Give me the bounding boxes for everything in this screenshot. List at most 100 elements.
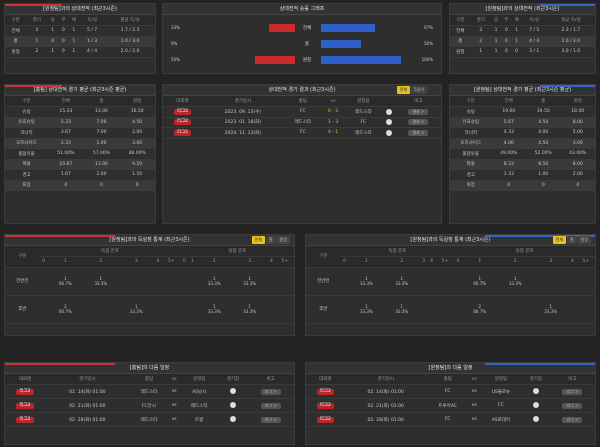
row-label: 홈: [304, 42, 310, 47]
table-cell: 유효슈팅: [5, 117, 48, 128]
table-cell: 1: [47, 46, 58, 58]
table-cell: 2.00: [560, 169, 595, 181]
distribution-cell: 2 66.7%: [462, 295, 498, 324]
group-header: 실점 분포: [454, 246, 595, 257]
league-button[interactable]: 리그 >: [562, 402, 583, 409]
tab-option[interactable]: 원정: [577, 236, 591, 244]
panel-title: [홈팀] 상대전적 경기 평균 (최근3시즌 평균): [5, 85, 155, 96]
goal-count-header: 2: [83, 256, 119, 268]
table-cell: 5.00: [560, 127, 595, 139]
league-button[interactable]: 리그 >: [260, 416, 281, 423]
goal-count-header: 3: [118, 256, 154, 268]
table-cell: 52.00%: [526, 148, 561, 160]
score-cell: 1 - 3: [321, 117, 345, 128]
away-team: FC: [479, 398, 522, 413]
tab-option[interactable]: 전체: [552, 236, 566, 244]
home-team: FC안시: [129, 398, 169, 413]
table-cell: 8.00: [560, 159, 595, 170]
table-cell: 1.00: [526, 169, 561, 181]
table-cell: 전체: [5, 25, 27, 37]
league-button[interactable]: 리그 >: [260, 388, 281, 395]
goal-count-header: 5+: [161, 256, 181, 268]
table-cell: 2.00: [119, 127, 155, 139]
table-cell: 1.33: [491, 169, 527, 181]
distribution-cell: [161, 267, 181, 296]
result-button[interactable]: 결과 >: [408, 108, 429, 115]
header-row: 구분 경기 승 무 패 득/실 평균 득/실: [450, 15, 595, 26]
tab-option[interactable]: 원정: [276, 236, 290, 244]
distribution-cell: 1 33.3%: [384, 267, 420, 296]
vs-cell: vs: [468, 384, 480, 399]
table-cell: 0: [47, 36, 58, 47]
table-cell: 4.00: [491, 138, 527, 149]
stadium-cell: [218, 384, 248, 399]
tab-five[interactable]: 5경기: [411, 86, 427, 94]
header-row: 구분 경기 승 무 패 득/실 평균 득/실: [5, 15, 155, 26]
column-header: 무: [57, 15, 69, 26]
table-cell: 0: [57, 25, 69, 37]
result-button[interactable]: 결과 >: [408, 119, 429, 126]
table-cell: 0: [501, 46, 512, 58]
distribution-cell: [153, 267, 162, 296]
table-cell: 0: [511, 46, 522, 58]
distribution-cell: 1 66.7%: [47, 267, 84, 296]
home-team: 트루아AC: [426, 398, 469, 413]
league-badge: 리그2: [173, 108, 191, 115]
stadium-cell: [218, 412, 248, 427]
date-cell: 02. 21(화) 01:00: [44, 398, 130, 413]
column-header: 원정팀: [179, 374, 219, 385]
table-cell: 1.7 / 2.3: [105, 25, 155, 37]
goal-count-header: 3: [532, 256, 569, 268]
distribution-cell: 1 33.3%: [83, 267, 119, 296]
table-cell: 0: [526, 180, 561, 191]
tab-option[interactable]: 홈: [566, 236, 577, 244]
action-cell: 결과 >: [395, 127, 441, 139]
table-cell: 15.33: [48, 106, 84, 118]
ball-icon: [385, 129, 392, 136]
ball-icon: [229, 416, 236, 423]
tab-all[interactable]: 전체: [396, 86, 411, 94]
table-row: 파울 8.33 8.50 8.00: [450, 159, 595, 170]
action-cell: 리그 >: [247, 412, 294, 427]
table-cell: 13.00: [83, 159, 120, 170]
column-header: 홈팀: [284, 96, 322, 107]
goal-count-header: 5+: [435, 256, 455, 268]
ball-icon: [229, 388, 236, 395]
goal-count-header: 4: [153, 256, 162, 268]
distribution-cell: [497, 295, 533, 324]
league-button[interactable]: 리그 >: [562, 416, 583, 423]
table-cell: 파울: [5, 159, 48, 170]
distribution-cell: 1 33.3%: [384, 295, 420, 324]
away-winrate-bar: [321, 40, 361, 48]
tab-option[interactable]: 전체: [251, 236, 265, 244]
column-header: 패: [511, 15, 522, 26]
column-header: vs: [168, 374, 180, 385]
tab-option[interactable]: 홈: [265, 236, 276, 244]
score-cell: 4 - 1: [321, 127, 345, 139]
recent-results-panel: 상대전적 경기 결과 (최근3시즌) 전체 5경기 대회명 경기일시 홈팀 vs 원정팀 비…: [162, 84, 442, 224]
column-header: 대회명: [163, 96, 202, 107]
distribution-cell: 1 33.3%: [348, 267, 385, 296]
distribution-cell: [454, 267, 463, 296]
table-cell: 3.00: [119, 138, 155, 149]
league-cell: 리그2: [163, 127, 202, 139]
row-label: 전체: [302, 26, 312, 31]
stadium-cell: [521, 384, 550, 399]
panel-title: [원정팀] 상대전적 경기 평균 (최근3시즌 평균): [450, 85, 595, 96]
result-button[interactable]: 결과 >: [408, 129, 429, 136]
table-cell: 1: [470, 46, 491, 58]
distribution-cell: [188, 267, 197, 296]
goal-count-header: 1: [348, 256, 385, 268]
table-cell: 2: [470, 36, 491, 47]
number-row: 0 1 2 3 4 5+ 0 1 2 3 4 5+: [306, 256, 595, 268]
table-cell: 퇴장: [5, 180, 48, 191]
panel-title: [원정팀]의 다음 일정: [306, 363, 595, 374]
table-cell: 5 / 7: [79, 25, 106, 37]
league-button[interactable]: 리그 >: [260, 402, 281, 409]
league-badge: 리그2: [173, 119, 191, 126]
right-percent: 50%: [424, 41, 433, 46]
league-button[interactable]: 리그 >: [562, 388, 583, 395]
date-cell: 02. 28(화) 01:00: [344, 412, 427, 427]
table-cell: 4.50: [526, 117, 561, 128]
panel-title: [홈팀]의 다음 일정: [5, 363, 294, 374]
